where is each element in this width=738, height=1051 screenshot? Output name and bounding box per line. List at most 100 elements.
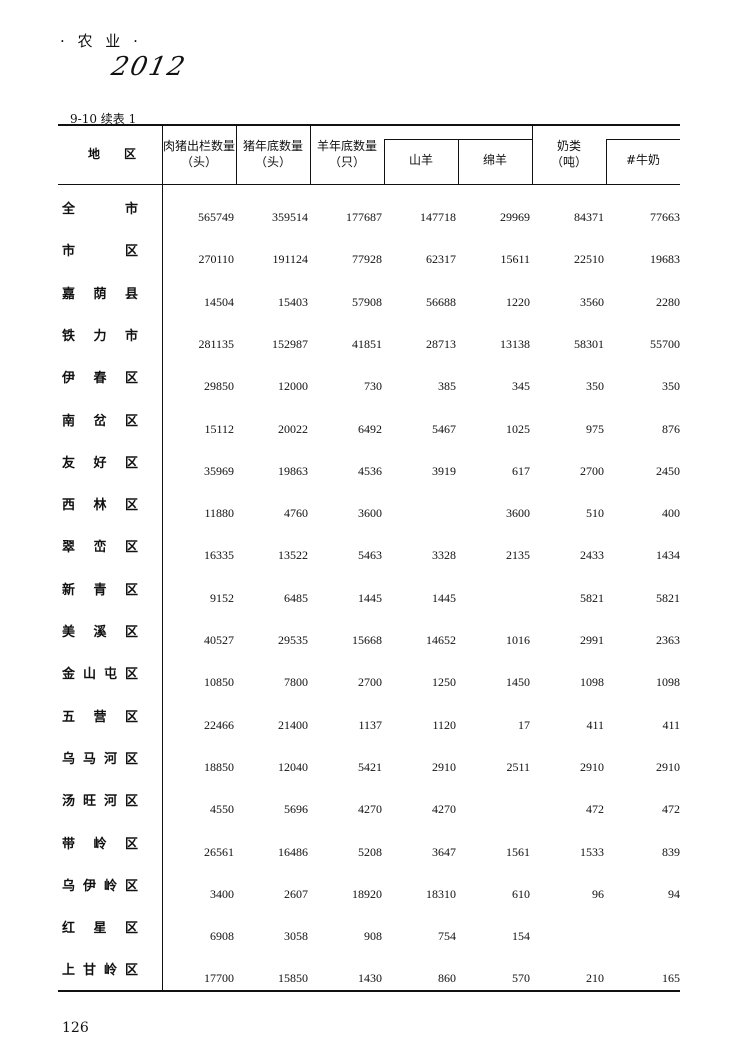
cell-value: 2991 (580, 633, 604, 647)
cell-value: 3600 (506, 506, 530, 521)
cell-value: 29969 (500, 210, 530, 224)
cell-value: 14504 (204, 294, 234, 309)
cell-value: 1098 (656, 675, 680, 690)
cell-value: 40527 (204, 633, 234, 647)
cell-value: 1450 (506, 675, 530, 690)
cell-value: 565749 (198, 210, 234, 224)
cell-value: 730 (364, 379, 382, 394)
cell-value: 345 (512, 379, 530, 394)
cell-value: 5467 (432, 421, 456, 436)
cell-value: 16486 (278, 844, 308, 859)
cell-value: 281135 (198, 336, 234, 351)
row-region: 友好区 (62, 455, 138, 471)
cell-value: 6492 (358, 421, 382, 436)
cell-value: 1445 (432, 590, 456, 605)
header-text: 羊年底数量 (316, 139, 377, 153)
cell-value: 3647 (432, 844, 456, 859)
cell-value: 472 (662, 802, 680, 817)
cell-value: 4550 (210, 802, 234, 817)
header-unit: （吨） (550, 155, 587, 169)
cell-value: 2363 (656, 633, 680, 647)
header-unit: （头） (254, 155, 291, 169)
row-region: 上甘岭区 (62, 963, 138, 979)
cell-value: 152987 (272, 336, 308, 351)
cell-value: 4270 (432, 802, 456, 817)
cell-value: 400 (662, 506, 680, 521)
cell-value: 385 (438, 379, 456, 394)
cell-value: 18850 (204, 759, 234, 774)
cell-value: 96 (592, 886, 604, 901)
row-region: 南岔区 (62, 413, 138, 429)
cell-value: 411 (586, 717, 604, 732)
header-text: 肉猪出栏数量 (162, 139, 235, 153)
cell-value: 41851 (352, 336, 382, 351)
cell-value: 472 (586, 802, 604, 817)
row-region: 五营区 (62, 709, 138, 725)
cell-value: 610 (512, 886, 530, 901)
row-region: 美溪区 (62, 625, 138, 640)
row-region: 西林区 (62, 498, 138, 514)
header-text: 猪年底数量 (242, 139, 303, 153)
row-region: 红星区 (62, 921, 138, 937)
cell-value: 17700 (204, 971, 234, 986)
cell-value: 28713 (426, 336, 456, 351)
cell-value: 17 (518, 717, 530, 732)
cell-value: 15668 (352, 633, 382, 647)
cell-value: 2607 (284, 886, 308, 901)
handwritten-note: 2012 (108, 52, 190, 82)
header-cow-milk: #牛奶 (625, 153, 661, 167)
cell-value: 908 (364, 929, 382, 944)
cell-value: 154 (512, 929, 530, 944)
header-unit: （只） (328, 155, 365, 169)
row-region: 汤旺河区 (62, 794, 138, 810)
cell-value: 975 (586, 421, 604, 436)
header-rule (532, 124, 533, 184)
header-rule (236, 124, 237, 184)
row-region: 带岭区 (62, 836, 138, 852)
cell-value: 7800 (284, 675, 308, 690)
table-caption: 9-10 续表 1 (70, 112, 137, 126)
cell-value: 510 (586, 506, 604, 521)
cell-value: 3600 (358, 506, 382, 521)
cell-value: 13522 (278, 548, 308, 563)
cell-value: 15403 (278, 294, 308, 309)
cell-value: 18310 (426, 886, 456, 901)
cell-value: 350 (662, 379, 680, 394)
cell-value: 15112 (204, 421, 234, 436)
cell-value: 58301 (574, 336, 604, 351)
cell-value: 2280 (656, 294, 680, 309)
cell-value: 2700 (358, 675, 382, 690)
cell-value: 35969 (204, 463, 234, 478)
header-region: 地 区 (87, 147, 136, 161)
cell-value: 19863 (278, 463, 308, 478)
cell-value: 270110 (198, 252, 234, 267)
cell-value: 22466 (204, 717, 234, 732)
cell-value: 1561 (506, 844, 530, 859)
cell-value: 2910 (656, 759, 680, 774)
cell-value: 19683 (650, 252, 680, 267)
row-region: 伊春区 (62, 371, 138, 387)
cell-value: 12040 (278, 759, 308, 774)
cell-value: 570 (512, 971, 530, 986)
cell-value: 411 (662, 717, 680, 732)
cell-value: 62317 (426, 252, 456, 267)
cell-value: 6908 (210, 929, 234, 944)
header-rule (458, 139, 459, 184)
row-region: 市区 (62, 244, 138, 260)
table-top-rule (58, 124, 680, 126)
header-sheep-stock: 羊年底数量 （只） (310, 138, 384, 170)
cell-value: 2910 (580, 759, 604, 774)
cell-value: 1434 (656, 548, 680, 563)
cell-value: 191124 (272, 252, 308, 267)
cell-value: 4760 (284, 506, 308, 521)
cell-value: 2910 (432, 759, 456, 774)
cell-value: 6485 (284, 590, 308, 605)
cell-value: 3328 (432, 548, 456, 563)
cell-value: 5821 (656, 590, 680, 605)
cell-value: 1533 (580, 844, 604, 859)
cell-value: 77928 (352, 252, 382, 267)
cell-value: 1137 (358, 717, 382, 732)
cell-value: 1025 (506, 421, 530, 436)
row-region: 金山屯区 (62, 667, 138, 683)
region-column-rule (162, 124, 163, 991)
